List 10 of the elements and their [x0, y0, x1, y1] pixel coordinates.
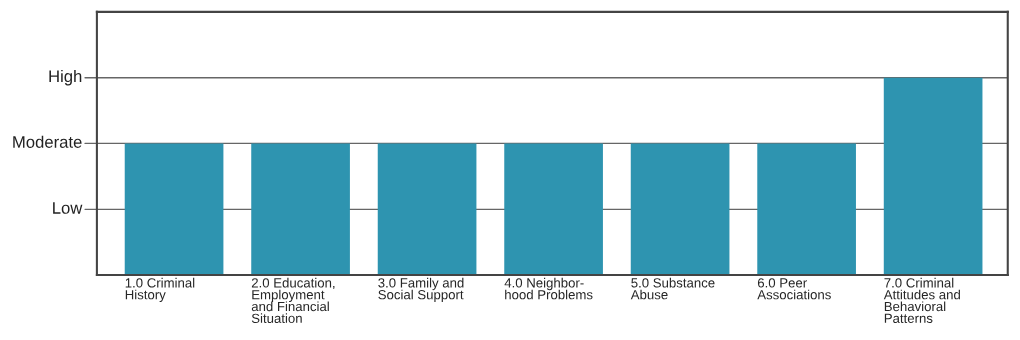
- x-tick-label: 2.0 Education, Employment and Financial Situation: [251, 277, 335, 323]
- x-tick-label: 5.0 Substance Abuse: [630, 277, 715, 300]
- x-tick-label: 4.0 Neighbor- hood Problems: [504, 277, 593, 300]
- x-tick-label: 6.0 Peer Associations: [757, 278, 831, 300]
- ref-line-label: Low: [53, 202, 83, 214]
- x-tick-label: 1.0 Criminal History: [125, 277, 195, 302]
- ref-line-label: Moderate: [13, 135, 82, 148]
- x-tick-label: 7.0 Criminal Attitudes and Behavioral Patterns: [883, 277, 960, 323]
- ref-line-label: High: [49, 69, 82, 86]
- x-tick-label: 3.0 Family and Social Support: [378, 277, 464, 302]
